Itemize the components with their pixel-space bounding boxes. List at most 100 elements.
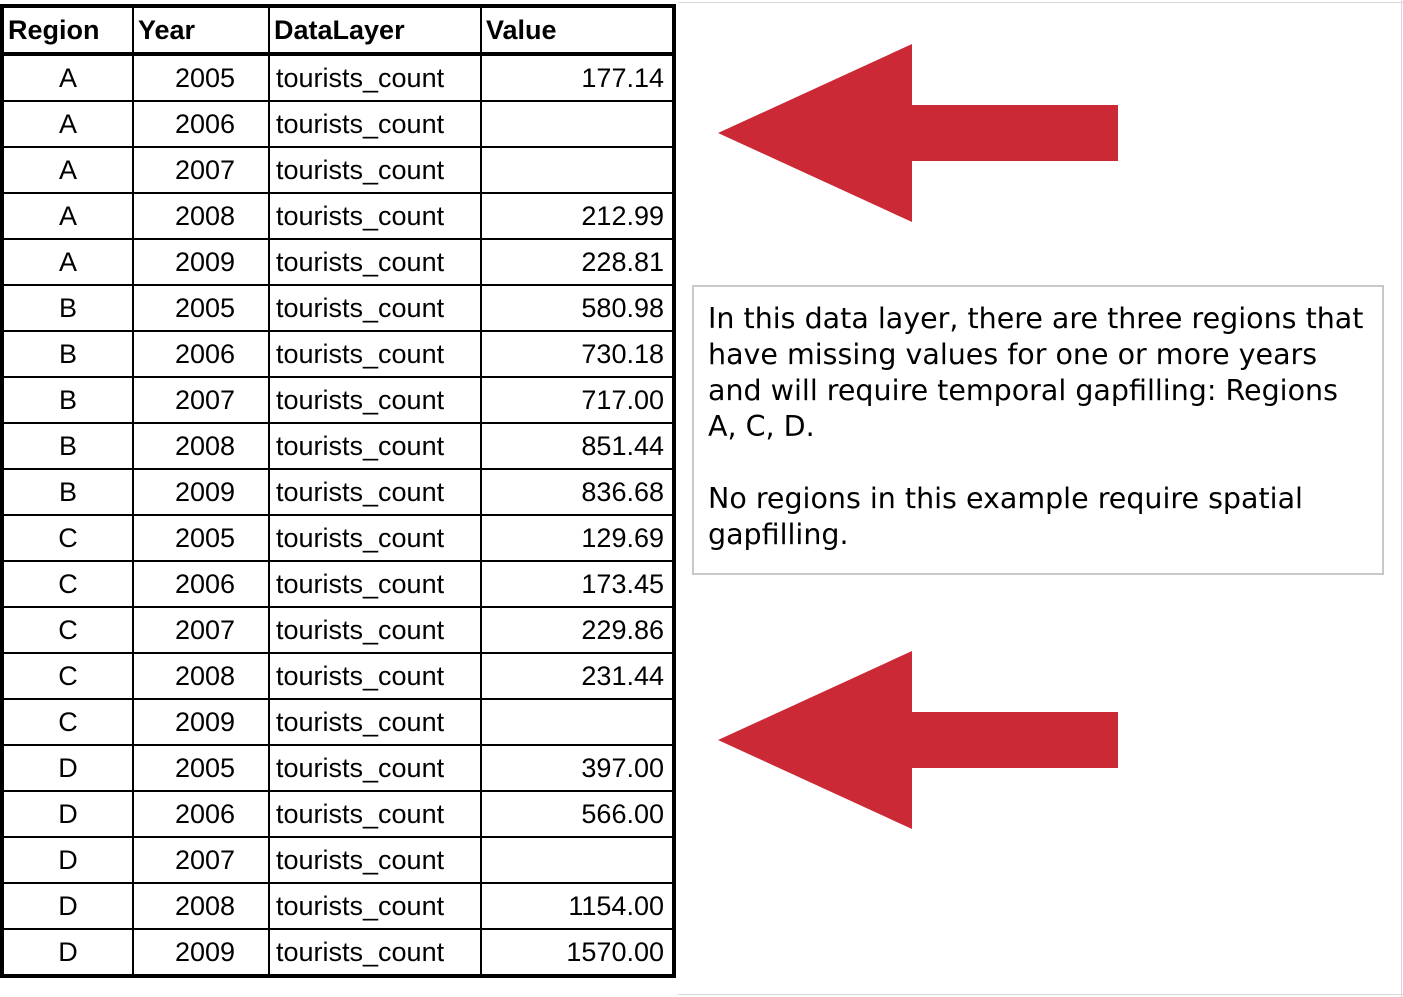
- cell-value[interactable]: 231.44: [480, 652, 675, 700]
- annotation-textbox[interactable]: In this data layer, there are three regi…: [692, 285, 1384, 575]
- table-row: B 2007 tourists_count 717.00: [1, 376, 675, 424]
- cell-year[interactable]: 2008: [132, 192, 270, 240]
- cell-region[interactable]: D: [1, 836, 134, 884]
- annotation-paragraph-spatial: No regions in this example require spati…: [708, 482, 1303, 551]
- cell-region[interactable]: A: [1, 238, 134, 286]
- cell-region[interactable]: A: [1, 192, 134, 240]
- cell-value[interactable]: 1154.00: [480, 882, 675, 930]
- arrow-shape: [718, 44, 1118, 222]
- cell-datalayer[interactable]: tourists_count: [268, 882, 482, 930]
- cell-value[interactable]: [480, 698, 675, 746]
- cell-year[interactable]: 2008: [132, 882, 270, 930]
- table-row: A 2006 tourists_count: [1, 100, 675, 148]
- cell-year[interactable]: 2007: [132, 606, 270, 654]
- table-row: B 2008 tourists_count 851.44: [1, 422, 675, 470]
- cell-year[interactable]: 2007: [132, 376, 270, 424]
- cell-year[interactable]: 2007: [132, 836, 270, 884]
- cell-region[interactable]: A: [1, 100, 134, 148]
- cell-datalayer[interactable]: tourists_count: [268, 744, 482, 792]
- cell-value[interactable]: 129.69: [480, 514, 675, 562]
- header-row: Region Year DataLayer Value: [1, 5, 675, 56]
- cell-year[interactable]: 2009: [132, 928, 270, 977]
- cell-region[interactable]: A: [1, 53, 134, 102]
- cell-datalayer[interactable]: tourists_count: [268, 422, 482, 470]
- column-header-year[interactable]: Year: [132, 5, 270, 56]
- cell-value[interactable]: 717.00: [480, 376, 675, 424]
- cell-datalayer[interactable]: tourists_count: [268, 652, 482, 700]
- cell-value[interactable]: 580.98: [480, 284, 675, 332]
- cell-datalayer[interactable]: tourists_count: [268, 468, 482, 516]
- cell-datalayer[interactable]: tourists_count: [268, 928, 482, 977]
- cell-region[interactable]: B: [1, 468, 134, 516]
- cell-datalayer[interactable]: tourists_count: [268, 330, 482, 378]
- cell-value[interactable]: 228.81: [480, 238, 675, 286]
- cell-region[interactable]: D: [1, 744, 134, 792]
- cell-year[interactable]: 2005: [132, 284, 270, 332]
- cell-datalayer[interactable]: tourists_count: [268, 146, 482, 194]
- cell-year[interactable]: 2005: [132, 53, 270, 102]
- cell-region[interactable]: C: [1, 514, 134, 562]
- cell-datalayer[interactable]: tourists_count: [268, 53, 482, 102]
- cell-datalayer[interactable]: tourists_count: [268, 698, 482, 746]
- cell-region[interactable]: D: [1, 882, 134, 930]
- cell-value[interactable]: [480, 836, 675, 884]
- cell-value[interactable]: 836.68: [480, 468, 675, 516]
- cell-year[interactable]: 2009: [132, 698, 270, 746]
- cell-value[interactable]: 177.14: [480, 53, 675, 102]
- cell-year[interactable]: 2009: [132, 238, 270, 286]
- cell-region[interactable]: D: [1, 928, 134, 977]
- cell-datalayer[interactable]: tourists_count: [268, 100, 482, 148]
- cell-datalayer[interactable]: tourists_count: [268, 560, 482, 608]
- cell-value[interactable]: 730.18: [480, 330, 675, 378]
- cell-datalayer[interactable]: tourists_count: [268, 836, 482, 884]
- cell-year[interactable]: 2009: [132, 468, 270, 516]
- cell-year[interactable]: 2006: [132, 560, 270, 608]
- cell-region[interactable]: C: [1, 652, 134, 700]
- column-header-datalayer[interactable]: DataLayer: [268, 5, 482, 56]
- table-row: B 2009 tourists_count 836.68: [1, 468, 675, 516]
- arrow-shape: [718, 651, 1118, 829]
- cell-year[interactable]: 2005: [132, 744, 270, 792]
- cell-region[interactable]: B: [1, 330, 134, 378]
- cell-datalayer[interactable]: tourists_count: [268, 284, 482, 332]
- cell-region[interactable]: C: [1, 560, 134, 608]
- cell-value[interactable]: 173.45: [480, 560, 675, 608]
- cell-datalayer[interactable]: tourists_count: [268, 192, 482, 240]
- cell-value[interactable]: [480, 146, 675, 194]
- cell-year[interactable]: 2005: [132, 514, 270, 562]
- cell-datalayer[interactable]: tourists_count: [268, 790, 482, 838]
- table-row: A 2008 tourists_count 212.99: [1, 192, 675, 240]
- cell-value[interactable]: 851.44: [480, 422, 675, 470]
- table-row: C 2009 tourists_count: [1, 698, 675, 746]
- cell-year[interactable]: 2007: [132, 146, 270, 194]
- cell-value[interactable]: 229.86: [480, 606, 675, 654]
- table-row: A 2009 tourists_count 228.81: [1, 238, 675, 286]
- table-row: C 2005 tourists_count 129.69: [1, 514, 675, 562]
- cell-datalayer[interactable]: tourists_count: [268, 606, 482, 654]
- cell-value[interactable]: 397.00: [480, 744, 675, 792]
- cell-value[interactable]: [480, 100, 675, 148]
- cell-year[interactable]: 2008: [132, 652, 270, 700]
- cell-region[interactable]: A: [1, 146, 134, 194]
- cell-region[interactable]: C: [1, 698, 134, 746]
- cell-datalayer[interactable]: tourists_count: [268, 376, 482, 424]
- cell-year[interactable]: 2006: [132, 100, 270, 148]
- cell-year[interactable]: 2006: [132, 330, 270, 378]
- cell-datalayer[interactable]: tourists_count: [268, 238, 482, 286]
- cell-value[interactable]: 566.00: [480, 790, 675, 838]
- annotation-paragraph-temporal: In this data layer, there are three regi…: [708, 302, 1364, 443]
- column-header-region[interactable]: Region: [1, 5, 134, 56]
- cell-region[interactable]: B: [1, 422, 134, 470]
- cell-value[interactable]: 1570.00: [480, 928, 675, 977]
- left-arrow-icon: [718, 651, 1118, 829]
- cell-year[interactable]: 2008: [132, 422, 270, 470]
- cell-region[interactable]: B: [1, 376, 134, 424]
- column-header-value[interactable]: Value: [480, 5, 675, 56]
- table-row: C 2006 tourists_count 173.45: [1, 560, 675, 608]
- cell-value[interactable]: 212.99: [480, 192, 675, 240]
- cell-region[interactable]: C: [1, 606, 134, 654]
- cell-year[interactable]: 2006: [132, 790, 270, 838]
- cell-datalayer[interactable]: tourists_count: [268, 514, 482, 562]
- cell-region[interactable]: B: [1, 284, 134, 332]
- cell-region[interactable]: D: [1, 790, 134, 838]
